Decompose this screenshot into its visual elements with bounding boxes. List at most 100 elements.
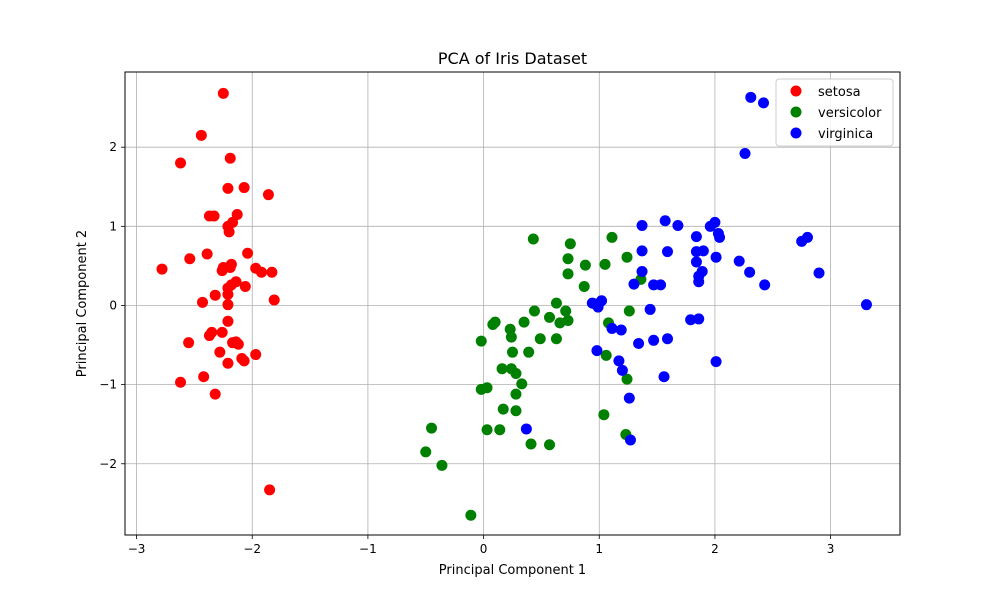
- data-point-setosa: [268, 294, 280, 306]
- data-point-versicolor: [550, 297, 562, 309]
- data-point-virginica: [655, 279, 667, 291]
- y-tick-label: −2: [99, 457, 117, 471]
- data-point-setosa: [262, 189, 274, 201]
- data-point-versicolor: [496, 363, 508, 375]
- data-point-versicolor: [606, 231, 618, 243]
- data-point-setosa: [264, 484, 276, 496]
- data-point-setosa: [216, 326, 228, 338]
- data-point-virginica: [658, 371, 670, 383]
- data-points: [156, 87, 872, 521]
- data-point-setosa: [222, 357, 234, 369]
- data-point-virginica: [709, 216, 721, 228]
- plot-area-frame: [124, 71, 901, 536]
- legend-marker-virginica: [790, 127, 802, 139]
- y-tick-label: 0: [109, 298, 117, 312]
- x-tick-label: −1: [359, 542, 377, 556]
- data-point-virginica: [758, 97, 770, 109]
- data-point-virginica: [636, 265, 648, 277]
- data-point-versicolor: [564, 238, 576, 250]
- data-point-versicolor: [621, 251, 633, 263]
- data-point-setosa: [238, 355, 250, 367]
- data-point-setosa: [183, 337, 195, 349]
- data-point-virginica: [644, 303, 656, 315]
- data-point-versicolor: [544, 311, 556, 323]
- data-point-setosa: [224, 152, 236, 164]
- data-point-virginica: [690, 256, 702, 268]
- data-point-virginica: [591, 345, 603, 357]
- y-tick-label: 2: [109, 140, 117, 154]
- data-point-versicolor: [475, 335, 487, 347]
- data-point-setosa: [238, 182, 250, 194]
- data-point-virginica: [613, 355, 625, 367]
- data-point-virginica: [616, 364, 628, 376]
- data-point-virginica: [693, 276, 705, 288]
- legend-label-versicolor: versicolor: [818, 106, 882, 121]
- data-point-setosa: [250, 349, 262, 361]
- chart-title: PCA of Iris Dataset: [438, 49, 587, 68]
- data-point-versicolor: [510, 368, 522, 380]
- data-point-virginica: [710, 356, 722, 368]
- data-point-setosa: [222, 299, 234, 311]
- legend-label-setosa: setosa: [818, 85, 861, 100]
- data-point-setosa: [222, 288, 234, 300]
- data-point-setosa: [156, 263, 168, 275]
- data-point-versicolor: [494, 424, 506, 436]
- data-point-virginica: [659, 215, 671, 227]
- data-point-setosa: [195, 129, 207, 141]
- data-point-versicolor: [598, 409, 610, 421]
- data-point-setosa: [175, 157, 187, 169]
- data-point-setosa: [209, 388, 221, 400]
- data-point-versicolor: [420, 446, 432, 458]
- data-point-setosa: [239, 280, 251, 292]
- data-point-setosa: [255, 266, 267, 278]
- grid: [125, 72, 900, 535]
- data-point-versicolor: [600, 349, 612, 361]
- data-point-virginica: [636, 220, 648, 232]
- data-point-versicolor: [534, 333, 546, 345]
- x-tick-label: 3: [827, 542, 835, 556]
- data-point-virginica: [606, 322, 618, 334]
- data-point-versicolor: [481, 424, 493, 436]
- data-point-virginica: [662, 333, 673, 345]
- data-point-virginica: [745, 91, 757, 103]
- data-point-virginica: [714, 231, 726, 243]
- data-point-setosa: [266, 266, 278, 278]
- data-point-versicolor: [497, 403, 509, 415]
- data-point-versicolor: [426, 422, 438, 434]
- axis-ticks: −3 −2 −1 0 1 2 3 −2 −1 0 1 2: [99, 140, 834, 556]
- y-axis-label: Principal Component 2: [75, 230, 90, 377]
- data-point-virginica: [636, 245, 648, 257]
- data-point-versicolor: [562, 268, 574, 280]
- data-point-setosa: [197, 296, 208, 308]
- data-point-versicolor: [505, 331, 517, 343]
- data-point-versicolor: [578, 280, 590, 292]
- data-point-versicolor: [550, 333, 562, 345]
- x-tick-label: −2: [243, 542, 261, 556]
- data-point-setosa: [208, 210, 220, 222]
- legend: setosa versicolor virginica: [775, 78, 894, 147]
- data-point-virginica: [685, 314, 697, 326]
- data-point-setosa: [224, 261, 236, 273]
- data-point-virginica: [739, 148, 751, 160]
- data-point-virginica: [648, 334, 660, 346]
- data-point-virginica: [697, 245, 709, 257]
- legend-marker-setosa: [790, 85, 802, 97]
- data-point-virginica: [759, 279, 771, 291]
- data-point-versicolor: [518, 316, 530, 328]
- data-point-virginica: [690, 231, 702, 243]
- data-point-virginica: [860, 299, 872, 311]
- data-point-virginica: [710, 251, 722, 263]
- data-point-versicolor: [516, 378, 528, 390]
- data-point-setosa: [217, 87, 229, 99]
- y-tick-label: 1: [109, 219, 117, 233]
- legend-label-virginica: virginica: [818, 127, 873, 142]
- data-point-versicolor: [579, 259, 591, 271]
- data-point-versicolor: [436, 459, 448, 471]
- data-point-versicolor: [527, 233, 539, 245]
- data-point-setosa: [222, 315, 234, 327]
- data-point-virginica: [796, 235, 808, 247]
- data-point-setosa: [214, 346, 226, 358]
- data-point-versicolor: [465, 509, 477, 521]
